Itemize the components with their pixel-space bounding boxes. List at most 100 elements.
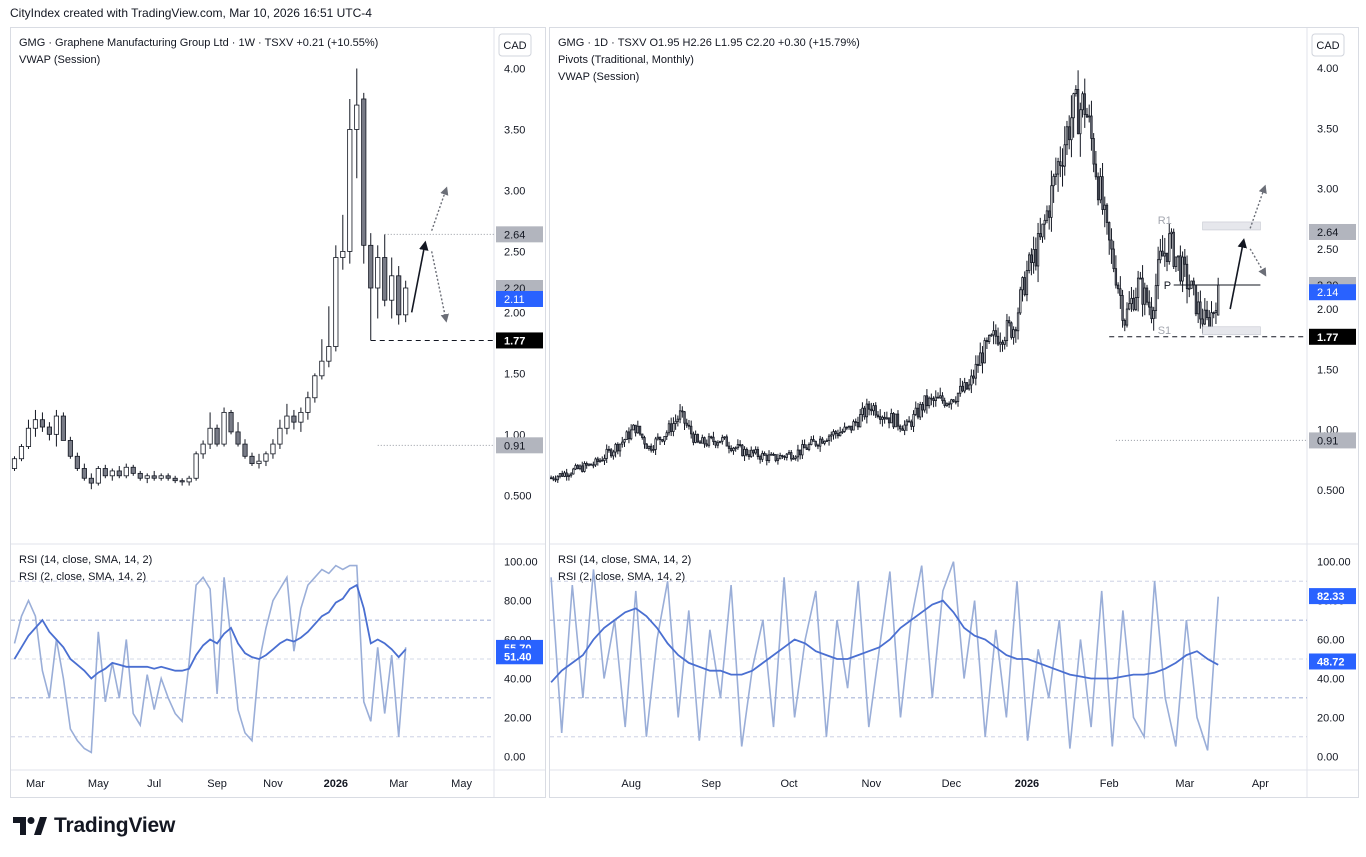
candle-body — [1034, 249, 1037, 267]
candle — [312, 373, 318, 403]
candle — [1056, 157, 1060, 192]
candle — [987, 334, 991, 345]
candle — [88, 473, 94, 490]
candle — [930, 393, 933, 406]
candle-body — [634, 424, 637, 434]
candle — [643, 435, 646, 449]
candle-body — [836, 433, 840, 437]
candle — [1165, 252, 1169, 272]
candle — [976, 355, 980, 373]
candle — [347, 98, 353, 264]
candle-body — [1181, 256, 1184, 282]
candle — [102, 464, 108, 479]
candle-body — [701, 437, 704, 444]
price-tick-label: 3.50 — [504, 124, 525, 136]
price-tick-label: 0.500 — [1317, 485, 1345, 497]
candle — [1014, 326, 1017, 343]
candle-body — [1163, 252, 1166, 257]
candle-body — [778, 455, 782, 460]
time-tick-label: Aug — [621, 778, 641, 790]
candle — [1039, 217, 1042, 240]
candle — [1036, 222, 1040, 283]
candle-body — [758, 456, 762, 460]
candle — [11, 456, 18, 471]
candle — [685, 418, 688, 428]
candle-body — [1074, 89, 1078, 95]
candle-body — [578, 465, 582, 470]
candle — [298, 407, 304, 432]
price-axis-label: 2.64 — [504, 229, 525, 241]
candle — [645, 443, 648, 449]
candle — [887, 417, 891, 429]
candle — [1074, 85, 1078, 97]
candle-body — [319, 360, 325, 377]
candle-body — [670, 423, 673, 432]
daily-chart[interactable]: CAD GMG · 1D · TSXV O1.95 H2.26 L1.95 C2.… — [549, 28, 1358, 797]
candle-body — [647, 445, 651, 449]
candle-body — [825, 440, 828, 442]
candle-body — [1005, 320, 1009, 341]
candle — [130, 464, 136, 476]
candle — [1130, 287, 1133, 312]
candle-body — [752, 449, 755, 454]
bullish-continuation-arrow — [1249, 184, 1267, 229]
candle — [1105, 203, 1109, 235]
candle — [1065, 120, 1069, 155]
candle-body — [747, 454, 751, 457]
candle-body — [656, 436, 659, 440]
candle — [638, 425, 642, 436]
candle-body — [652, 449, 655, 451]
candle-body — [179, 480, 185, 483]
candle-body — [585, 463, 588, 466]
rsi-tick-label: 20.00 — [1317, 712, 1345, 724]
candle — [621, 436, 624, 448]
candle-body — [783, 456, 786, 458]
candle — [934, 390, 937, 407]
tradingview-logo[interactable]: TradingView — [12, 814, 175, 838]
candle — [1119, 276, 1122, 309]
candle — [601, 456, 604, 462]
price-axis-label-bg — [1309, 328, 1356, 345]
candle-body — [102, 468, 108, 477]
candle — [158, 473, 164, 481]
weekly-chart[interactable]: CAD GMG · Graphene Manufacturing Group Lt… — [11, 28, 545, 797]
time-tick-label: Nov — [263, 778, 283, 790]
candle — [792, 455, 795, 460]
candle-body — [632, 424, 635, 431]
pivot-r1-zone — [1202, 221, 1261, 231]
candle — [589, 463, 593, 466]
candle — [1114, 255, 1118, 289]
candle-body — [1145, 287, 1149, 303]
candle-body — [961, 385, 964, 392]
candle-body — [618, 443, 622, 452]
candle-body — [1059, 161, 1062, 166]
price-axis-label: 2.14 — [1317, 287, 1338, 299]
weekly-chart-panel[interactable]: CAD GMG · Graphene Manufacturing Group Lt… — [10, 27, 546, 798]
candle-body — [901, 428, 904, 431]
candle — [945, 402, 949, 407]
candle — [1212, 311, 1215, 319]
candle — [981, 346, 984, 374]
candle — [565, 468, 568, 481]
candle-body — [592, 464, 595, 467]
candle-body — [574, 465, 577, 470]
candle — [179, 478, 185, 486]
candle — [778, 452, 782, 460]
price-tick-label: 2.00 — [504, 307, 525, 319]
candle-body — [847, 425, 851, 428]
candle — [745, 447, 748, 457]
candle — [172, 475, 178, 484]
candle — [1079, 102, 1082, 157]
candle-body — [676, 418, 680, 422]
candle-body — [781, 455, 784, 457]
candle — [1096, 172, 1100, 206]
rsi-tick-label: 100.00 — [504, 557, 538, 569]
candle — [1068, 115, 1071, 150]
candle — [703, 436, 706, 448]
candle — [1152, 306, 1155, 331]
daily-chart-panel[interactable]: CAD GMG · 1D · TSXV O1.95 H2.26 L1.95 C2.… — [549, 27, 1359, 798]
candle-body — [1039, 233, 1042, 238]
candle — [959, 378, 962, 397]
candle-body — [1096, 176, 1100, 201]
candle-body — [567, 474, 571, 477]
